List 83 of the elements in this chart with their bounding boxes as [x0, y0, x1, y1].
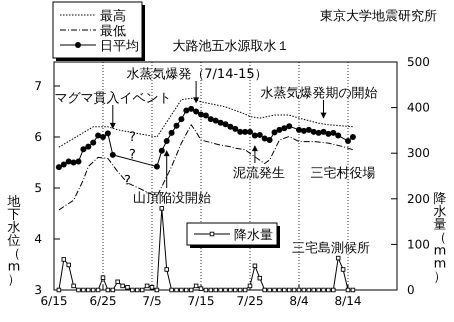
point: [227, 124, 234, 130]
point: [316, 130, 322, 136]
point: [276, 126, 282, 133]
point: [174, 122, 180, 129]
y2-tick-label: 300: [407, 146, 430, 160]
point: [247, 128, 253, 135]
y2-axis-title: 降水量（mm）: [434, 192, 446, 284]
point: [70, 159, 77, 166]
point: [80, 146, 86, 152]
legend-label: 最低: [100, 24, 126, 39]
annotation: 三宅島測候所: [292, 240, 370, 256]
x-tick-label: 8/4: [289, 294, 309, 308]
point: [330, 130, 336, 136]
point: [300, 128, 307, 134]
point: [266, 137, 273, 144]
annotation: 山頂陥没開始: [133, 191, 211, 206]
point: [320, 128, 326, 135]
point: [76, 158, 82, 164]
point: [310, 128, 317, 135]
x-tick-label: 6/25: [90, 294, 116, 308]
point: [198, 112, 204, 118]
y-tick-label: 7: [34, 78, 42, 93]
legend-label: 日平均: [100, 39, 139, 54]
point: [85, 144, 92, 150]
y2-tick-label: 400: [407, 100, 430, 115]
point: [202, 112, 209, 119]
legend-label: 最高: [100, 8, 126, 24]
point: [164, 138, 170, 144]
y2-tick-label: 500: [407, 55, 430, 69]
y2-tick-label: 200: [407, 192, 430, 206]
point: [325, 130, 332, 137]
point: [90, 140, 96, 146]
point: [306, 126, 312, 133]
point: [188, 106, 194, 112]
point: [281, 125, 288, 132]
annotation: 水蒸気爆発（7/14-15）: [126, 67, 268, 82]
y-tick-label: 6: [34, 130, 42, 144]
x-tick-label: 7/5: [142, 294, 162, 308]
chart-title: 大路池五水源取水１: [172, 39, 290, 54]
point: [178, 116, 184, 122]
point: [154, 164, 160, 170]
point: [60, 162, 67, 168]
text: 東京大学地震研究所: [320, 9, 437, 24]
point: [296, 126, 302, 133]
point: [335, 132, 342, 138]
y-tick-label: 5: [34, 180, 42, 195]
point: [262, 136, 268, 142]
point: [345, 138, 351, 144]
point: [56, 164, 62, 170]
annotation: マグマ貫入イベント: [54, 91, 172, 106]
point: [95, 132, 102, 138]
point: [232, 126, 238, 132]
y2-tick-label: 100: [407, 237, 430, 252]
point: [183, 107, 190, 114]
x-tick-label: 6/15: [40, 294, 68, 308]
point: [218, 120, 224, 126]
x-tick-label: 8/14: [334, 294, 362, 308]
x-tick-label: 7/15: [188, 294, 214, 308]
point: [212, 118, 219, 124]
point: [208, 116, 214, 122]
annotation: ?: [128, 147, 136, 162]
point: [350, 134, 356, 140]
point: [104, 130, 111, 136]
y-tick-label: 3: [34, 283, 42, 297]
point: [193, 108, 200, 114]
x-tick-label: 7/25: [236, 294, 264, 308]
point: [168, 130, 175, 136]
point: [100, 134, 106, 140]
point: [256, 132, 263, 138]
y2-tick-label: 0: [407, 283, 415, 297]
annotation: 水蒸気爆発期の開始: [260, 86, 378, 101]
point: [272, 129, 278, 136]
annotation: 三宅村役場: [310, 165, 376, 181]
point: [286, 123, 292, 130]
point: [252, 132, 258, 138]
annotation: 泥流発生: [233, 165, 285, 181]
y-axis-title: 地下水位（m）: [6, 194, 20, 288]
legend-label: 降水量: [234, 228, 273, 243]
point: [158, 148, 165, 154]
point: [110, 152, 116, 158]
point: [222, 121, 228, 128]
annotation: ?: [124, 173, 131, 188]
y-tick-label: 4: [34, 232, 42, 246]
